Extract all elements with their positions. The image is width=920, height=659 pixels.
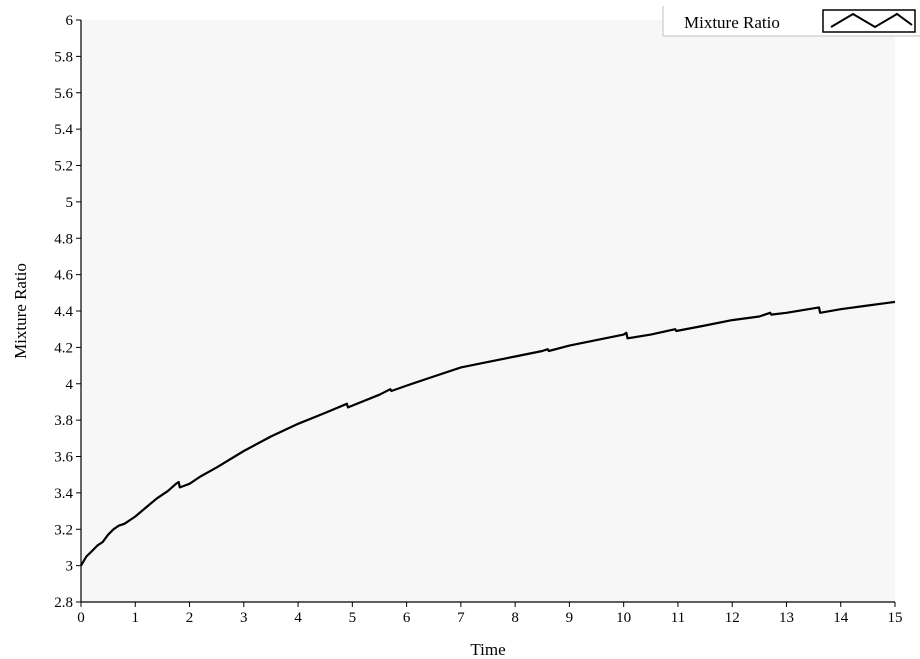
y-tick-label: 4.8 (54, 231, 73, 247)
x-tick-label: 2 (186, 610, 194, 626)
y-tick-label: 5 (66, 195, 74, 211)
y-axis-title: Mixture Ratio (11, 263, 30, 359)
x-tick-label: 7 (457, 610, 465, 626)
legend-series-label: Mixture Ratio (684, 13, 780, 32)
x-axis-ticks: 0 1 2 3 4 5 6 7 8 9 10 11 12 13 14 15 (77, 602, 903, 626)
legend: Mixture Ratio (662, 6, 920, 37)
y-tick-label: 3.4 (54, 486, 73, 502)
x-tick-label: 11 (671, 610, 685, 626)
y-tick-label: 5.8 (54, 49, 73, 65)
x-tick-label: 15 (888, 610, 903, 626)
x-axis-title: Time (470, 640, 505, 659)
x-tick-label: 0 (77, 610, 85, 626)
series-group (80, 300, 896, 567)
legend-swatch-frame (822, 9, 916, 33)
x-tick-label: 4 (294, 610, 302, 626)
series-line (80, 300, 896, 567)
x-tick-label: 1 (132, 610, 140, 626)
x-tick-label: 9 (566, 610, 574, 626)
x-tick-label: 13 (779, 610, 794, 626)
y-tick-label: 3.8 (54, 413, 73, 429)
x-tick-label: 10 (616, 610, 631, 626)
x-tick-label: 5 (349, 610, 357, 626)
plot-area (81, 20, 895, 602)
y-tick-label: 3.6 (54, 450, 73, 466)
y-tick-label: 5.4 (54, 122, 73, 138)
y-tick-label: 5.2 (54, 159, 73, 175)
x-tick-label: 8 (511, 610, 519, 626)
y-tick-label: 4.6 (54, 268, 73, 284)
y-axis-ticks: 2.8 3 3.2 3.4 3.6 3.8 4 4.2 4.4 4.6 4.8 5 5.2 5.4 5.6 5… (54, 13, 81, 611)
y-tick-label: 4.2 (54, 340, 73, 356)
y-tick-label: 6 (66, 13, 74, 29)
y-tick-label: 3 (66, 559, 74, 575)
y-tick-label: 4 (66, 377, 74, 393)
x-tick-label: 12 (725, 610, 740, 626)
x-tick-label: 3 (240, 610, 248, 626)
x-tick-label: 6 (403, 610, 411, 626)
y-tick-label: 2.8 (54, 595, 73, 611)
y-tick-label: 3.2 (54, 522, 73, 538)
y-tick-label: 4.4 (54, 304, 73, 320)
x-tick-label: 14 (833, 610, 849, 626)
legend-swatch-line (830, 12, 913, 29)
y-tick-label: 5.6 (54, 86, 73, 102)
